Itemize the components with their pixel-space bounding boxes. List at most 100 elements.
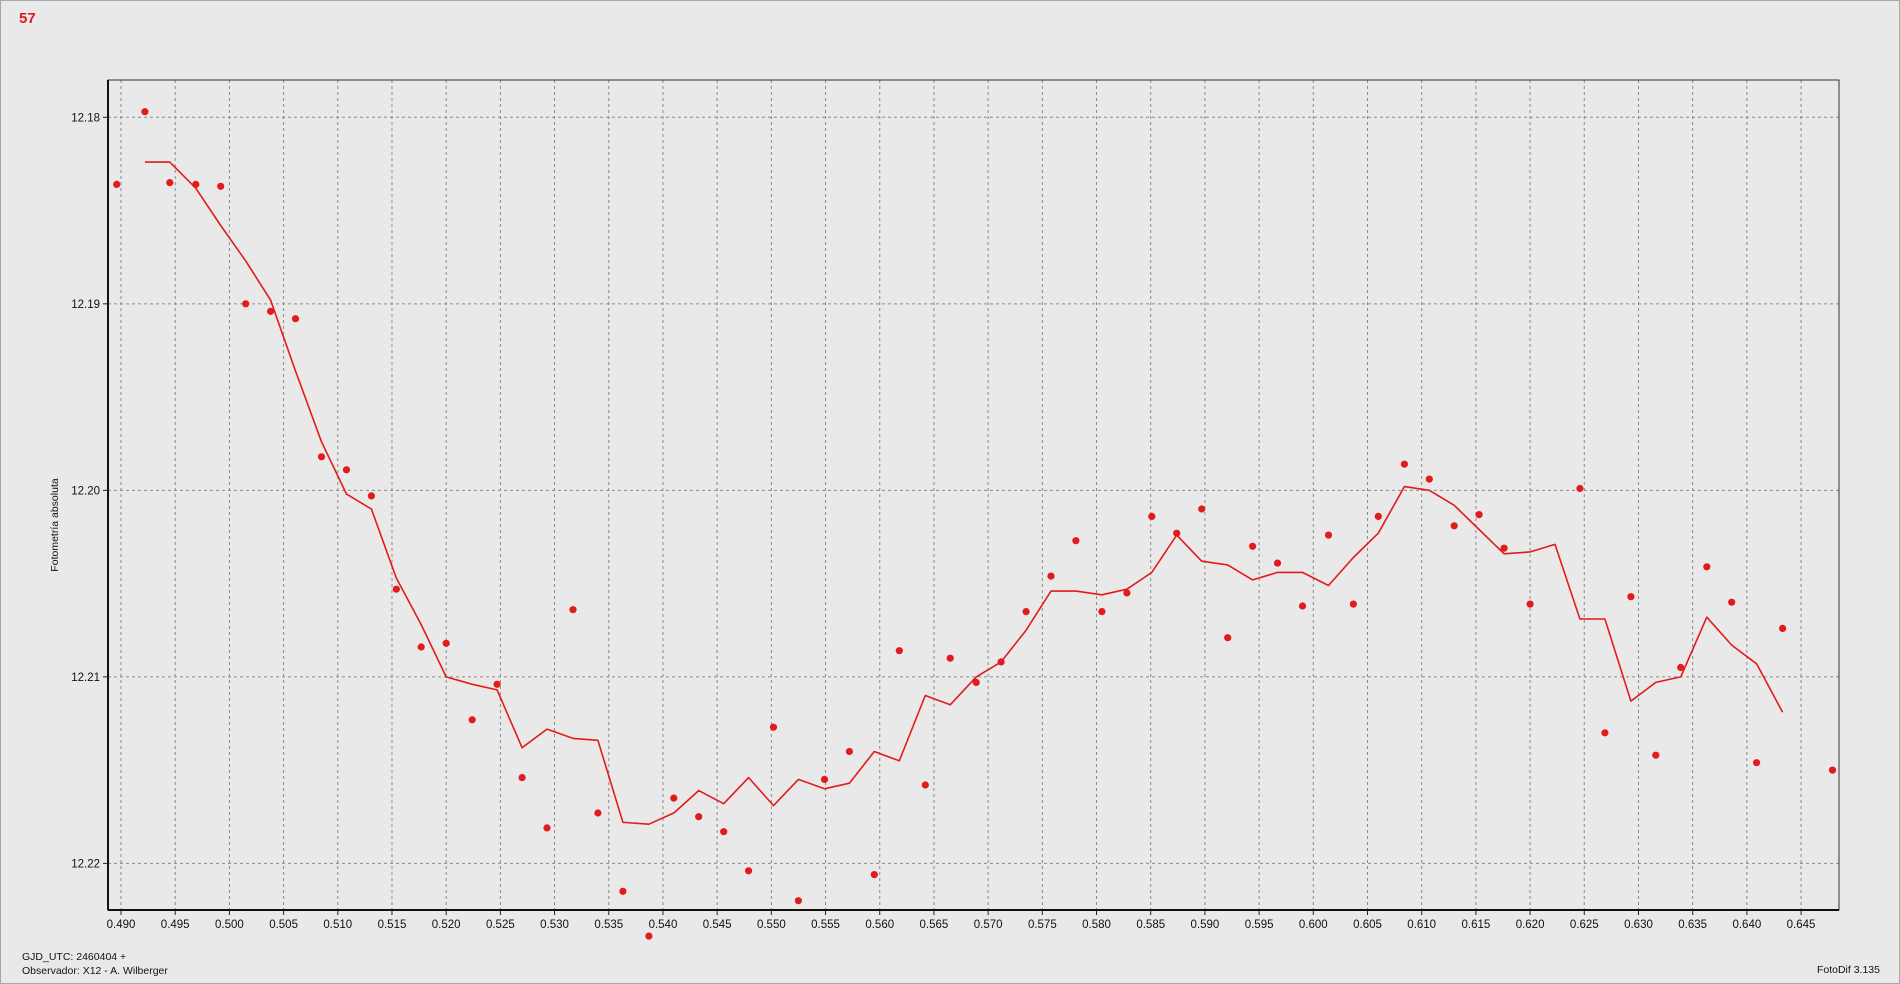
data-points-series xyxy=(113,108,1837,940)
data-point xyxy=(946,654,954,662)
x-tick-label: 0.535 xyxy=(594,919,623,931)
data-point xyxy=(1273,559,1282,567)
x-tick-label: 0.505 xyxy=(269,919,298,931)
data-point xyxy=(1324,531,1333,539)
grid xyxy=(108,80,1839,910)
observer-label: Observador: X12 - A. Wilberger xyxy=(22,965,168,977)
y-tick-label: 12.21 xyxy=(71,672,100,684)
x-tick-label: 0.590 xyxy=(1191,919,1220,931)
data-point xyxy=(1374,512,1382,521)
x-tick-label: 0.600 xyxy=(1299,919,1328,931)
x-tick-label: 0.610 xyxy=(1407,919,1436,931)
data-point xyxy=(1652,751,1660,759)
data-point xyxy=(870,871,878,879)
data-point xyxy=(1425,475,1433,483)
x-tick-label: 0.515 xyxy=(378,919,407,931)
data-point xyxy=(192,180,200,188)
data-point xyxy=(1779,624,1787,633)
data-point xyxy=(1123,589,1131,597)
y-tick-label: 12.22 xyxy=(71,858,100,870)
data-point xyxy=(468,716,476,724)
data-point xyxy=(1298,602,1307,610)
footer-info: GJD_UTC: 2460404 + Observador: X12 - A. … xyxy=(22,950,168,978)
x-tick-label: 0.615 xyxy=(1462,919,1491,931)
y-axis-label: Fotometría absoluta xyxy=(49,478,61,572)
data-point xyxy=(594,809,602,817)
x-tick-label: 0.630 xyxy=(1624,919,1653,931)
data-point xyxy=(720,828,728,836)
data-point xyxy=(1400,460,1408,468)
y-tick-label: 12.20 xyxy=(71,485,100,497)
data-point xyxy=(997,658,1005,666)
data-point xyxy=(972,678,980,687)
data-point xyxy=(1249,542,1257,550)
chart-number-badge: 57 xyxy=(19,10,36,27)
data-point xyxy=(1047,572,1055,580)
data-point xyxy=(267,307,275,315)
data-point xyxy=(417,643,425,651)
data-point xyxy=(1148,512,1156,521)
plot-area xyxy=(108,80,1839,910)
x-tick-label: 0.560 xyxy=(865,919,894,931)
data-point xyxy=(745,867,753,875)
x-tick-label: 0.625 xyxy=(1570,919,1599,931)
axes xyxy=(107,79,1840,911)
x-tick-label: 0.510 xyxy=(323,919,352,931)
data-point xyxy=(217,182,225,190)
x-tick-label: 0.490 xyxy=(107,919,136,931)
x-tick-label: 0.585 xyxy=(1136,919,1165,931)
x-tick-label: 0.540 xyxy=(649,919,678,931)
data-point xyxy=(1677,663,1685,672)
data-point xyxy=(1601,729,1609,737)
data-point xyxy=(1349,600,1357,608)
smoothed-line xyxy=(144,161,1784,825)
data-point xyxy=(1072,537,1080,545)
data-point xyxy=(1728,598,1736,606)
data-point xyxy=(342,466,351,474)
x-tick-label: 0.640 xyxy=(1732,919,1761,931)
y-tick-label: 12.19 xyxy=(71,299,100,311)
data-point xyxy=(442,639,450,647)
data-point xyxy=(166,179,174,187)
data-point xyxy=(1753,759,1761,767)
x-tick-label: 0.550 xyxy=(757,919,786,931)
x-tick-label: 0.495 xyxy=(161,919,190,931)
data-point xyxy=(291,315,300,323)
data-point xyxy=(1576,484,1584,493)
x-tick-label: 0.605 xyxy=(1353,919,1382,931)
data-point xyxy=(1022,608,1030,616)
data-point xyxy=(367,492,375,500)
software-version: FotoDif 3.135 xyxy=(1816,964,1880,976)
data-point xyxy=(895,647,903,655)
data-point xyxy=(569,606,577,614)
data-point xyxy=(242,300,250,308)
data-point xyxy=(113,180,121,188)
data-point xyxy=(1173,529,1181,537)
y-tick-label: 12.18 xyxy=(71,112,100,124)
data-point xyxy=(1450,522,1458,530)
data-point xyxy=(1526,600,1534,608)
x-tick-label: 0.570 xyxy=(974,919,1003,931)
data-point xyxy=(1500,544,1508,552)
data-point xyxy=(493,680,501,688)
y-axis-ticks: 12.18 12.19 12.20 12.21 12.22 xyxy=(71,112,108,870)
x-tick-label: 0.545 xyxy=(703,919,732,931)
data-point xyxy=(1703,563,1711,571)
x-tick-label: 0.575 xyxy=(1028,919,1057,931)
x-tick-label: 0.555 xyxy=(811,919,840,931)
data-point xyxy=(392,585,400,593)
data-point xyxy=(1475,510,1483,519)
x-tick-label: 0.595 xyxy=(1245,919,1274,931)
x-tick-label: 0.530 xyxy=(540,919,569,931)
x-tick-label: 0.620 xyxy=(1516,919,1545,931)
data-point xyxy=(1098,608,1106,616)
data-point xyxy=(769,723,778,731)
gjd-utc-label: GJD_UTC: 2460404 + xyxy=(22,951,127,963)
data-point xyxy=(1627,593,1635,601)
data-point xyxy=(695,813,703,821)
data-point xyxy=(1198,505,1206,513)
data-point xyxy=(141,108,149,116)
smoothed-line-series xyxy=(144,161,1784,825)
x-axis-ticks: 0.490 0.495 0.500 0.505 0.510 0.515 0.520 0.525… xyxy=(107,910,1815,931)
